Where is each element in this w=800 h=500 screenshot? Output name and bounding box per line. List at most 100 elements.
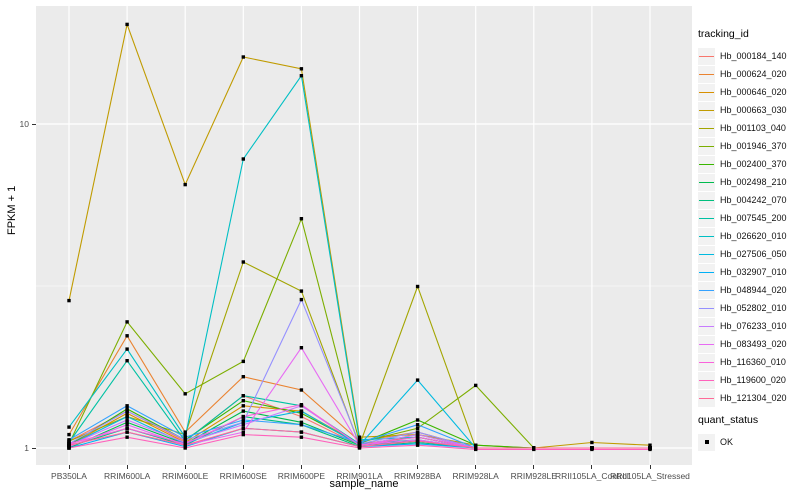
legend-key-swatch: [698, 47, 715, 65]
legend-entry-label: Hb_000646_020: [720, 87, 787, 97]
legend-entry: Hb_001103_040: [698, 119, 787, 137]
data-point: [299, 423, 304, 427]
legend-key-swatch: [698, 137, 715, 155]
quant-legend-entries: OK: [698, 433, 758, 451]
data-point: [125, 407, 129, 411]
data-point: [183, 446, 187, 450]
legend-tracking-id: tracking_id Hb_000184_140 Hb_000624_020 Hb…: [698, 28, 787, 407]
quant-legend-key-swatch: [698, 433, 715, 451]
x-tick-label: RRII105LA_Control: [555, 471, 629, 481]
data-point: [299, 388, 304, 392]
data-point: [183, 438, 187, 442]
data-point: [241, 404, 245, 408]
legend-entry: Hb_004242_070: [698, 191, 787, 209]
data-point: [125, 430, 129, 434]
x-tick-label: PB350LA: [51, 471, 87, 481]
data-point: [125, 435, 129, 439]
data-point: [415, 418, 420, 422]
legend-key-line: [699, 397, 714, 400]
plot-panel: [36, 6, 692, 465]
legend-entry-label: Hb_052802_010: [720, 303, 787, 313]
x-tick-mark: [591, 465, 593, 469]
data-point: [125, 22, 129, 27]
data-point: [125, 423, 129, 427]
legend-key-line: [699, 235, 714, 238]
x-tick-label: RRIM928LA: [452, 471, 499, 481]
data-point: [299, 411, 304, 415]
data-point: [241, 418, 245, 422]
data-point: [415, 423, 420, 427]
data-point: [648, 443, 652, 447]
legend-entry-label: Hb_116360_010: [720, 357, 786, 367]
legend-key-swatch: [698, 281, 715, 299]
legend-key-line: [699, 289, 714, 292]
legend-entry: Hb_002498_210: [698, 173, 787, 191]
data-point: [415, 430, 420, 434]
legend-key-line: [699, 73, 714, 76]
y-tick-mark: [32, 447, 36, 449]
legend-entry-label: Hb_119600_020: [720, 375, 786, 385]
data-point: [125, 320, 129, 324]
data-point: [357, 438, 362, 442]
data-point: [241, 430, 245, 434]
x-tick-mark: [475, 465, 477, 469]
data-point: [241, 55, 245, 59]
data-point: [415, 426, 420, 430]
legend-key-line: [699, 271, 714, 274]
data-point: [125, 359, 129, 363]
plot-area: [36, 6, 692, 465]
legend-key-line: [699, 253, 714, 256]
data-point: [241, 260, 245, 264]
legend-key-swatch: [698, 389, 715, 407]
data-point: [183, 435, 187, 439]
data-point: [183, 430, 187, 434]
quant-legend-entry: OK: [698, 433, 758, 451]
data-point: [125, 411, 129, 415]
legend-key-line: [699, 307, 714, 310]
data-point: [415, 439, 420, 443]
legend-entry: Hb_007545_200: [698, 209, 787, 227]
data-point: [67, 446, 71, 450]
data-point: [67, 298, 71, 303]
legend-key-swatch: [698, 155, 715, 173]
data-point: [241, 375, 245, 379]
legend-key-swatch: [698, 65, 715, 83]
data-point: [415, 432, 420, 437]
data-point: [125, 420, 129, 424]
x-tick-label: RRIM901LA: [336, 471, 383, 481]
data-point: [299, 289, 304, 293]
legend-key-swatch: [698, 209, 715, 227]
data-point: [474, 446, 478, 450]
data-point: [67, 432, 71, 437]
data-point: [474, 383, 478, 388]
data-point: [474, 443, 478, 447]
data-point: [125, 418, 129, 422]
legend-key-swatch: [698, 263, 715, 281]
legend-key-swatch: [698, 335, 715, 353]
legend-key-line: [699, 163, 714, 166]
legend-entry-label: Hb_121304_020: [720, 393, 787, 403]
data-point: [299, 435, 304, 439]
data-point: [299, 414, 304, 419]
x-tick-label: RRIM600PE: [277, 471, 326, 481]
data-point: [241, 394, 245, 398]
x-tick-mark: [533, 465, 535, 469]
data-point: [125, 414, 129, 419]
legend-entry-label: Hb_027506_050: [720, 249, 787, 259]
legend-entry-label: Hb_076233_010: [720, 321, 787, 331]
data-point: [183, 182, 187, 187]
quant-legend-entry-label: OK: [720, 437, 734, 447]
data-point: [241, 414, 245, 419]
legend-entry: Hb_119600_020: [698, 371, 787, 389]
legend-title-quant-status: quant_status: [698, 414, 759, 426]
data-point: [125, 409, 129, 413]
legend-entry-label: Hb_048944_020: [720, 285, 787, 295]
legend-entry-label: Hb_001946_370: [720, 141, 787, 151]
legend-entry-label: Hb_004242_070: [720, 195, 787, 205]
legend-key-swatch: [698, 119, 715, 137]
legend-entry: Hb_001946_370: [698, 137, 787, 155]
legend-entry-label: Hb_000663_030: [720, 105, 787, 115]
x-tick-mark: [68, 465, 70, 469]
legend-entry: Hb_000646_020: [698, 83, 787, 101]
data-point: [415, 443, 420, 447]
